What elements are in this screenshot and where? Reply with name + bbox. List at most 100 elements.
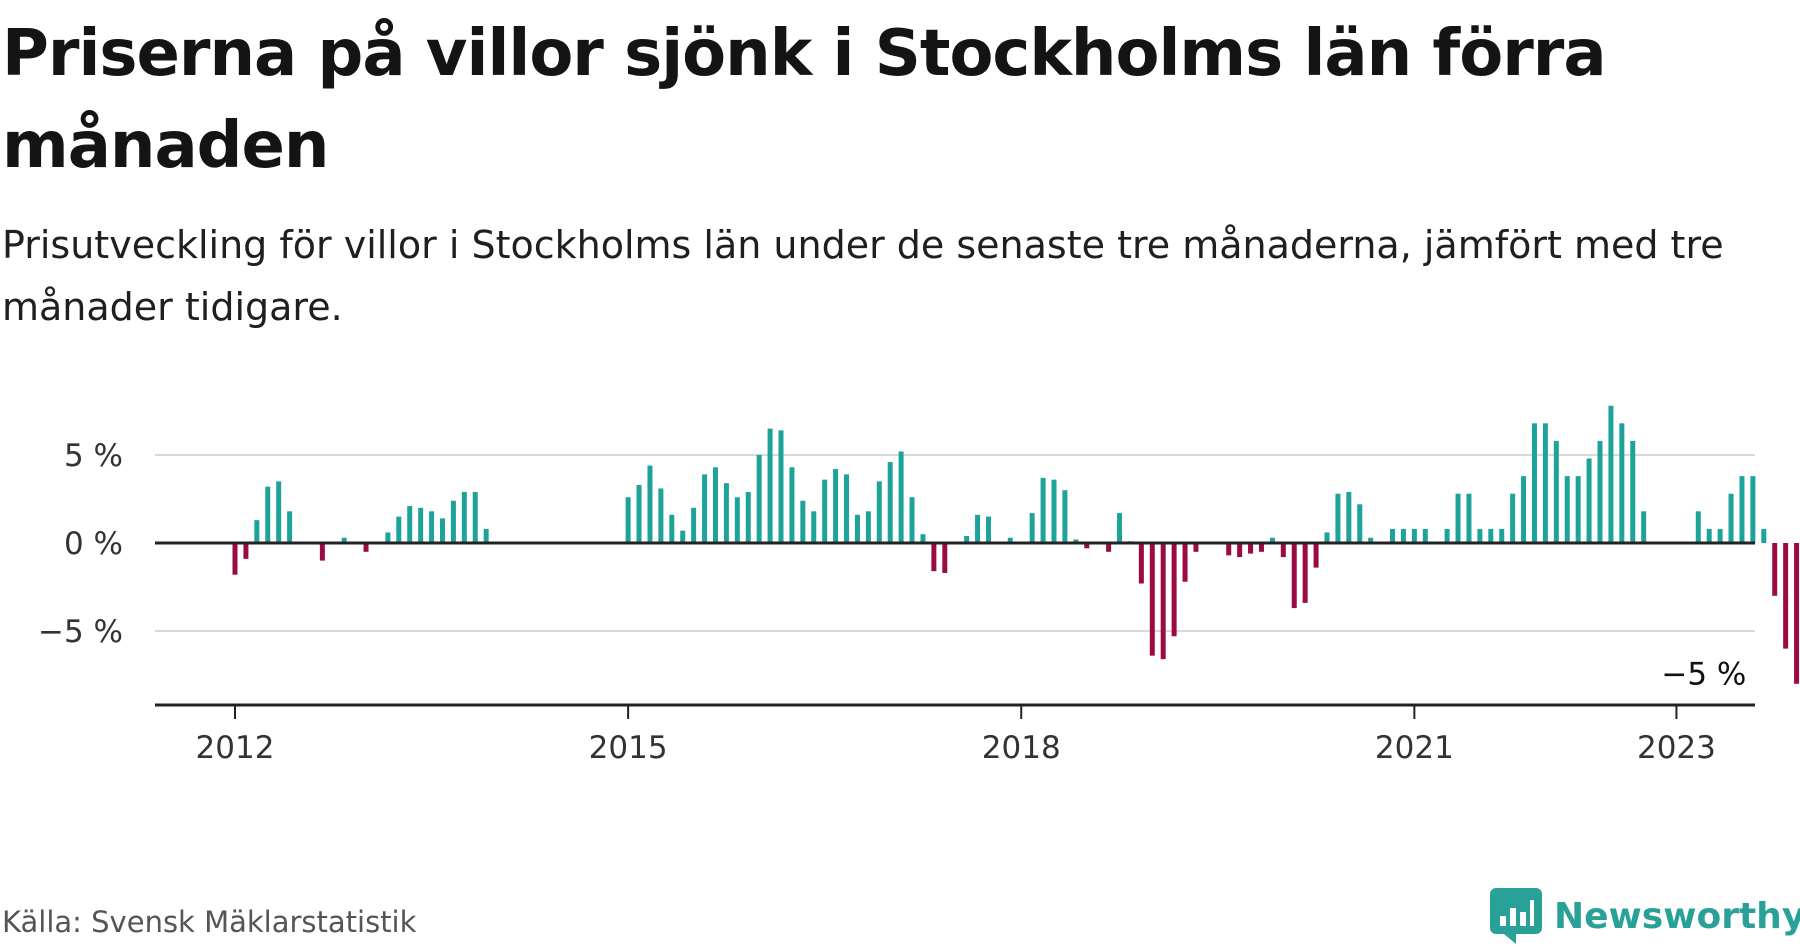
bar <box>1237 543 1243 558</box>
y-tick-label: −5 % <box>38 614 123 650</box>
bar <box>1695 511 1701 543</box>
bar <box>1608 405 1614 543</box>
bar <box>865 511 871 543</box>
bar <box>1641 511 1647 543</box>
bar <box>1739 476 1745 543</box>
y-tick-label: 5 % <box>64 438 123 474</box>
bar-chart: 5 %0 %−5 %2012 2015 2018 2021 2023−5 %−5 % <box>38 405 1800 766</box>
bar <box>1728 493 1734 543</box>
page-title: Priserna på villor sjönk i Stockholms lä… <box>2 17 1607 183</box>
bar <box>1062 490 1068 543</box>
bar <box>1400 528 1406 543</box>
bar <box>811 511 817 543</box>
bar <box>1761 528 1767 543</box>
bar <box>363 543 369 552</box>
bar <box>920 534 926 543</box>
bar <box>1106 543 1112 552</box>
bar <box>1444 528 1450 543</box>
bar <box>1477 528 1483 543</box>
bar <box>1575 476 1581 543</box>
bar <box>1007 537 1013 543</box>
bar <box>658 488 664 543</box>
bar <box>1368 537 1374 543</box>
bar <box>1117 513 1123 543</box>
bar <box>429 511 435 543</box>
bar <box>702 474 708 543</box>
bar <box>691 507 697 543</box>
x-tick-label: 2015 <box>589 730 668 766</box>
bar <box>985 516 991 543</box>
bar <box>854 514 860 543</box>
bar <box>1084 543 1090 549</box>
bar <box>1750 476 1756 543</box>
bar <box>1335 493 1341 543</box>
bar <box>1346 491 1352 543</box>
bar <box>265 486 271 543</box>
x-tick-label: 2021 <box>1375 730 1454 766</box>
bar <box>287 511 293 543</box>
bar <box>789 467 795 543</box>
bar <box>767 428 773 543</box>
bar <box>844 474 850 543</box>
bar <box>778 430 784 543</box>
bar <box>1280 543 1286 558</box>
bar <box>276 481 282 543</box>
bar <box>1488 528 1494 543</box>
bar <box>232 543 238 575</box>
bar <box>1226 543 1232 556</box>
bar <box>1783 543 1789 649</box>
newsworthy-logo[interactable]: Newsworthy <box>1490 885 1800 947</box>
bar <box>461 491 467 543</box>
bar <box>1466 493 1472 543</box>
bar <box>450 500 456 543</box>
x-tick-label: 2012 <box>196 730 275 766</box>
bar <box>483 528 489 543</box>
bar <box>975 514 981 543</box>
bar <box>1422 528 1428 543</box>
bar <box>396 516 402 543</box>
annotation-halo: −5 % <box>1661 657 1746 693</box>
bar <box>1531 423 1537 543</box>
label-layer: 5 %0 %−5 %2012 2015 2018 2021 2023−5 %−5 % <box>38 438 1750 766</box>
bar <box>1717 528 1723 543</box>
bar <box>1269 537 1275 543</box>
bar <box>1794 543 1800 684</box>
bar <box>1258 543 1264 552</box>
bar <box>319 543 325 561</box>
bar <box>1149 543 1155 656</box>
bar <box>1160 543 1166 660</box>
bar <box>964 535 970 543</box>
bar <box>887 462 893 543</box>
bar <box>1248 543 1254 554</box>
bar <box>1313 543 1319 568</box>
bar <box>1411 528 1417 543</box>
bar <box>1302 543 1308 603</box>
axis-layer <box>155 541 1755 719</box>
x-tick-label: 2018 <box>982 730 1061 766</box>
bar <box>734 497 740 543</box>
bar <box>418 507 424 543</box>
grid-layer <box>155 454 1755 632</box>
bar <box>1772 543 1778 596</box>
bar <box>1706 528 1712 543</box>
page-subtitle: Prisutveckling för villor i Stockholms l… <box>2 223 1724 329</box>
bar <box>1357 504 1363 543</box>
bar <box>1553 440 1559 543</box>
bar <box>1499 528 1505 543</box>
bar <box>341 537 347 543</box>
bar <box>712 467 718 543</box>
bar <box>931 543 937 572</box>
bar <box>1586 458 1592 543</box>
bar <box>407 506 413 543</box>
bars-layer <box>232 405 1800 684</box>
bar <box>1390 528 1396 543</box>
bar <box>756 455 762 543</box>
bar <box>1029 513 1035 543</box>
bar <box>822 479 828 543</box>
bar <box>1564 476 1570 543</box>
bar <box>723 483 729 543</box>
bar <box>669 514 675 543</box>
bar <box>1597 440 1603 543</box>
bar <box>472 491 478 543</box>
y-tick-label: 0 % <box>64 526 123 562</box>
